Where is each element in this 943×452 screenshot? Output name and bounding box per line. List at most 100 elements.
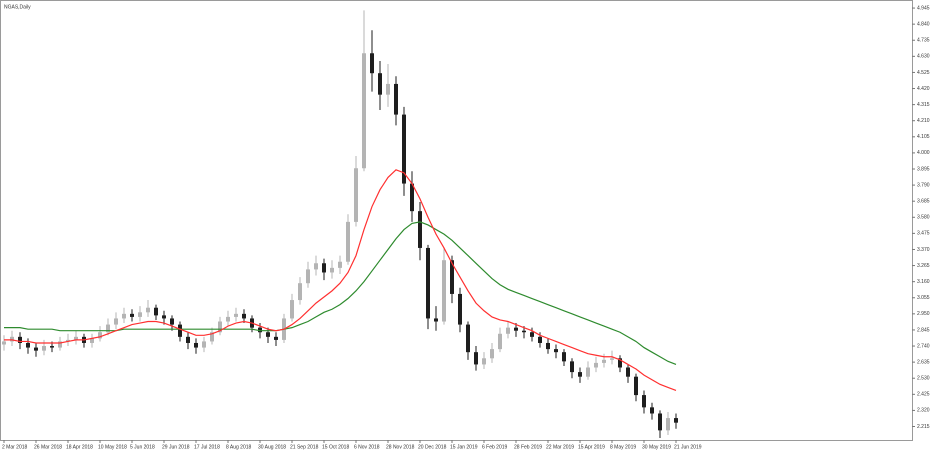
candle-body (426, 247, 430, 319)
candle-body (338, 261, 342, 268)
candle-body (66, 339, 70, 342)
y-tick-label: 4.945 (917, 5, 930, 11)
candle-body (10, 336, 14, 342)
candle-body (146, 307, 150, 313)
candle-body (498, 333, 502, 350)
x-tick-label: 17 Jul 2018 (194, 444, 220, 450)
candle-body (258, 327, 262, 333)
y-tick-label: 3.685 (917, 199, 930, 205)
candle-body (490, 349, 494, 359)
y-tick-label: 3.055 (917, 295, 930, 301)
candle-body (610, 358, 614, 360)
y-tick-label: 4.105 (917, 134, 930, 140)
candle-body (178, 324, 182, 337)
candle-body (458, 293, 462, 325)
x-tick-label: 2 Mar 2018 (2, 444, 28, 450)
candle-body (650, 407, 654, 414)
candle-body (434, 318, 438, 322)
candle-body (210, 332, 214, 342)
candle-body (122, 313, 126, 319)
y-tick-label: 2.740 (917, 343, 930, 349)
candle-body (106, 324, 110, 333)
x-tick-label: 10 May 2018 (98, 444, 127, 450)
y-tick-label: 3.790 (917, 182, 930, 188)
candle-body (602, 359, 606, 363)
candle-body (18, 336, 22, 343)
candle-body (674, 418, 678, 423)
candle-body (346, 221, 350, 262)
candle-body (418, 211, 422, 248)
x-tick-label: 6 Nov 2018 (354, 444, 380, 450)
x-tick-label: 26 Mar 2018 (34, 444, 62, 450)
y-tick-label: 4.735 (917, 38, 930, 44)
x-tick-label: 18 Apr 2018 (66, 444, 93, 450)
candle-body (2, 341, 6, 345)
candle-body (394, 83, 398, 115)
candle-body (666, 418, 670, 431)
candle-body (530, 332, 534, 337)
y-tick-label: 2.425 (917, 392, 930, 398)
candle-body (482, 358, 486, 365)
x-tick-label: 15 Oct 2018 (322, 444, 349, 450)
y-tick-label: 4.315 (917, 102, 930, 108)
candle-body (290, 300, 294, 319)
x-tick-label: 30 Aug 2018 (258, 444, 286, 450)
x-tick-label: 15 Apr 2019 (578, 444, 605, 450)
candle-body (618, 358, 622, 368)
candle-body (522, 330, 526, 333)
candle-body (218, 321, 222, 333)
candle-body (58, 341, 62, 348)
candle-body (386, 83, 390, 95)
candle-body (226, 316, 230, 322)
candle-body (506, 327, 510, 334)
candle-body (586, 367, 590, 377)
y-tick-label: 2.215 (917, 424, 930, 430)
candle-body (658, 413, 662, 431)
candle-body (578, 372, 582, 377)
candle-body (562, 352, 566, 362)
candle-body (546, 342, 550, 350)
moving-average-line (4, 169, 677, 392)
y-tick-label: 4.420 (917, 86, 930, 92)
candle-body (514, 327, 518, 331)
candle-body (98, 332, 102, 339)
candle-body (114, 318, 118, 325)
y-tick-label: 3.895 (917, 166, 930, 172)
candle-body (202, 341, 206, 348)
candle-body (314, 263, 318, 270)
candle-body (74, 336, 78, 340)
candle-body (194, 342, 198, 348)
candle-body (378, 73, 382, 95)
candle-body (538, 336, 542, 343)
candle-body (362, 53, 366, 169)
candle-body (162, 315, 166, 319)
x-tick-label: 28 Feb 2019 (514, 444, 542, 450)
candle-body (370, 53, 374, 74)
candle-body (234, 313, 238, 317)
candle-body (474, 352, 478, 365)
candle-body (354, 168, 358, 222)
y-tick-label: 4.210 (917, 118, 930, 124)
y-tick-label: 4.630 (917, 54, 930, 60)
x-tick-label: 28 Nov 2018 (386, 444, 415, 450)
x-tick-label: 21 Sep 2018 (290, 444, 319, 450)
candle-body (466, 324, 470, 353)
candle-body (594, 362, 598, 368)
candle-body (442, 260, 446, 322)
y-tick-label: 2.320 (917, 408, 930, 414)
y-tick-label: 2.845 (917, 327, 930, 333)
x-tick-label: 15 Jan 2019 (450, 444, 478, 450)
y-tick-label: 2.950 (917, 311, 930, 317)
chart-title: NGAS,Daily (4, 4, 31, 10)
candle-body (42, 346, 46, 351)
candle-body (634, 376, 638, 396)
x-tick-label: 20 Dec 2018 (418, 444, 447, 450)
y-tick-label: 4.840 (917, 21, 930, 27)
x-tick-label: 30 May 2019 (642, 444, 671, 450)
candle-body (410, 183, 414, 212)
y-tick-label: 3.475 (917, 231, 930, 237)
candle-body (554, 349, 558, 353)
candle-body (154, 307, 158, 316)
candle-body (242, 313, 246, 319)
candle-body (186, 336, 190, 343)
